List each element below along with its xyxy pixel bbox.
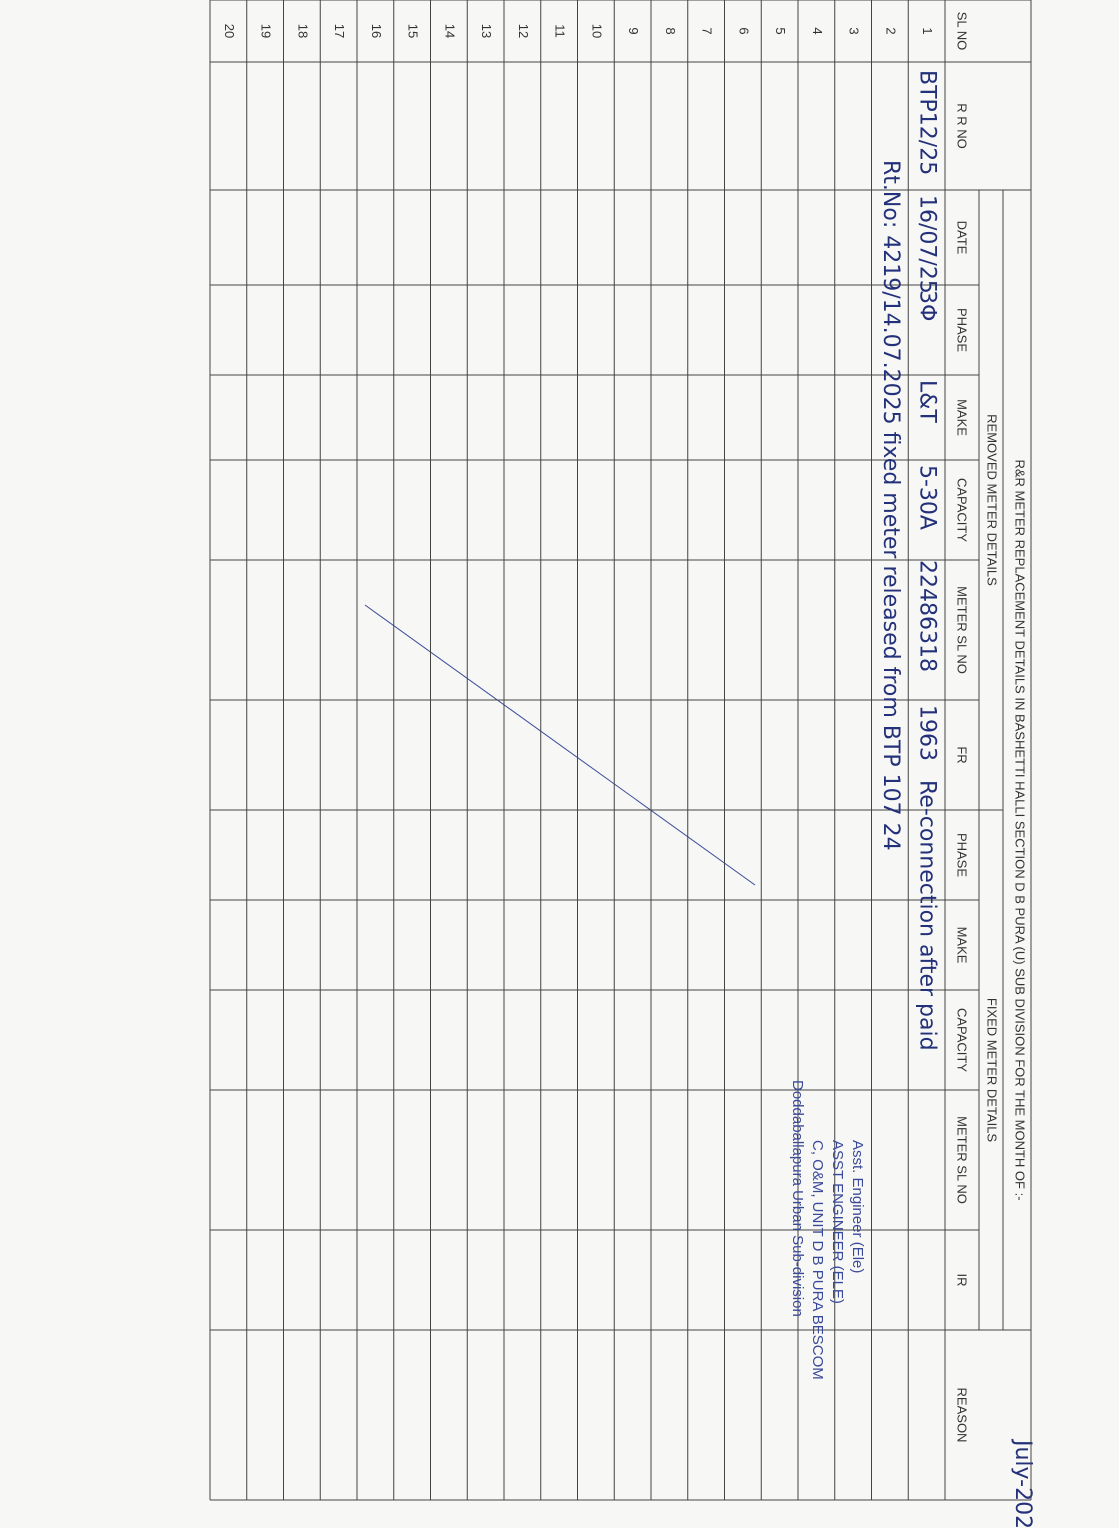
handwritten-entry: BTP12/25: [915, 70, 940, 175]
row-number: 17: [332, 24, 347, 38]
column-header: MAKE: [955, 399, 970, 436]
column-header: CAPACITY: [955, 478, 970, 542]
column-header: FR: [955, 746, 970, 763]
row-number: 18: [295, 24, 310, 38]
column-header: METER SL NO: [955, 1116, 970, 1204]
handwritten-entry: Rt.No: 4219/14.07.2025 fixed meter relea…: [878, 160, 903, 851]
row-number: 15: [406, 24, 421, 38]
row-number: 7: [700, 27, 715, 34]
handwritten-entry: L&T: [915, 380, 940, 423]
column-header: REASON: [955, 1388, 970, 1443]
row-number: 16: [369, 24, 384, 38]
row-number: 11: [553, 24, 568, 38]
row-number: 4: [810, 27, 825, 34]
stamp-text: ASST ENGINEER (ELE): [829, 1140, 846, 1304]
column-header: PHASE: [955, 308, 970, 352]
column-header: CAPACITY: [955, 1008, 970, 1072]
stamp-text: Asst. Engineer (Ele): [849, 1140, 866, 1273]
row-number: 14: [442, 24, 457, 38]
row-number: 9: [626, 27, 641, 34]
column-header: R R NO: [955, 103, 970, 149]
row-number: 3: [847, 27, 862, 34]
row-number: 13: [479, 24, 494, 38]
row-number: 5: [773, 27, 788, 34]
row-number: 2: [883, 27, 898, 34]
handwritten-entry: 16/07/25: [915, 195, 940, 294]
form-title: R&R METER REPLACEMENT DETAILS IN BASHETT…: [1013, 459, 1028, 1200]
handwritten-entry: 1963: [915, 705, 940, 761]
row-number: 8: [663, 27, 678, 34]
row-number: 6: [736, 27, 751, 34]
row-number: 20: [222, 24, 237, 38]
handwritten-entry: 22486318: [915, 560, 940, 672]
row-number: 12: [516, 24, 531, 38]
stamp-text: Doddaballapura Urban Sub-division: [789, 1080, 806, 1317]
strike-line: [364, 604, 756, 886]
row-number: 1: [920, 27, 935, 34]
column-header: METER SL NO: [955, 586, 970, 674]
stamp-text: C, O&M, UNIT D B PURA BESCOM: [809, 1140, 826, 1380]
group-header: REMOVED METER DETAILS: [985, 414, 1000, 586]
row-number: 19: [259, 24, 274, 38]
column-header: MAKE: [955, 927, 970, 964]
column-header: PHASE: [955, 833, 970, 877]
column-header: IR: [955, 1274, 970, 1287]
handwritten-entry: 3Φ: [915, 290, 940, 321]
column-header: SL NO: [955, 12, 970, 51]
handwritten-entry: Re-connection after paid: [915, 780, 940, 1051]
column-header: DATE: [955, 221, 970, 255]
row-number: 10: [589, 24, 604, 38]
handwritten-entry: 5-30A: [915, 465, 940, 530]
group-header: FIXED METER DETAILS: [985, 998, 1000, 1143]
